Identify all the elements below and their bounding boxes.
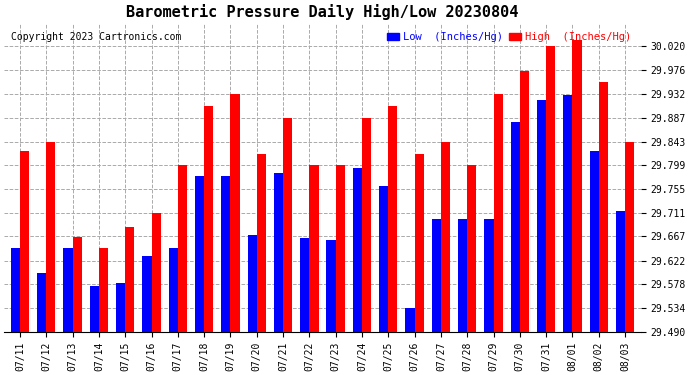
Bar [90,286,99,332]
Bar [20,151,29,332]
Bar [563,95,573,332]
Bar [116,283,125,332]
Bar [125,227,135,332]
Bar [99,248,108,332]
Bar [230,94,239,332]
Bar [274,173,283,332]
Bar [178,165,187,332]
Bar [520,70,529,332]
Bar [326,240,335,332]
Bar [37,273,46,332]
Bar [248,235,257,332]
Legend: Low  (Inches/Hg), High  (Inches/Hg): Low (Inches/Hg), High (Inches/Hg) [382,28,635,46]
Bar [458,219,467,332]
Bar [72,237,82,332]
Bar [467,165,476,332]
Bar [257,153,266,332]
Bar [406,308,415,332]
Bar [625,142,634,332]
Bar [11,248,20,332]
Bar [537,100,546,332]
Bar [432,219,441,332]
Bar [46,142,55,332]
Bar [415,153,424,332]
Bar [573,40,582,332]
Bar [441,142,450,332]
Bar [152,213,161,332]
Bar [599,82,608,332]
Bar [493,94,503,332]
Bar [300,237,309,332]
Text: Copyright 2023 Cartronics.com: Copyright 2023 Cartronics.com [10,32,181,42]
Bar [388,106,397,332]
Title: Barometric Pressure Daily High/Low 20230804: Barometric Pressure Daily High/Low 20230… [126,4,519,20]
Bar [353,168,362,332]
Bar [589,152,599,332]
Bar [221,176,230,332]
Bar [283,118,293,332]
Bar [195,176,204,332]
Bar [616,211,625,332]
Bar [168,248,178,332]
Bar [309,165,319,332]
Bar [63,248,72,332]
Bar [484,219,493,332]
Bar [546,46,555,332]
Bar [142,256,152,332]
Bar [511,122,520,332]
Bar [335,165,345,332]
Bar [204,106,213,332]
Bar [362,118,371,332]
Bar [379,186,388,332]
